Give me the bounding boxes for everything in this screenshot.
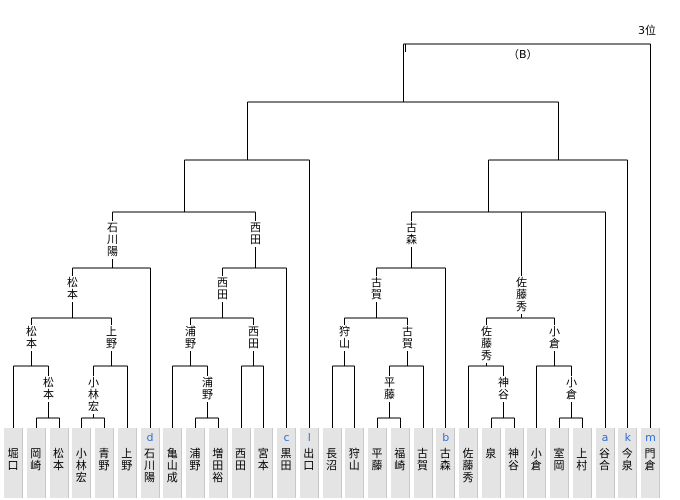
player-entry: 出口	[299, 428, 319, 498]
player-entry: 古賀	[413, 428, 433, 498]
player-entry: 西田	[231, 428, 251, 498]
match-winner-label: 小倉	[564, 376, 579, 402]
player-name: 佐藤秀	[462, 447, 474, 484]
player-name: 堀口	[7, 447, 19, 472]
player-entry: 岡崎	[26, 428, 46, 498]
seed-label: a	[601, 431, 609, 444]
player-entry: 谷合	[595, 428, 615, 498]
player-name: 小林宏	[75, 447, 87, 484]
player-name: 長沼	[326, 447, 337, 472]
player-entry: 石川陽	[140, 428, 160, 498]
match-winner-label: 小倉	[547, 325, 562, 351]
player-entry: 平藤	[368, 428, 387, 498]
player-entry: 狩山	[345, 428, 365, 498]
player-entry: 長沼	[322, 428, 342, 498]
player-name: 福崎	[394, 447, 406, 472]
player-entry: 泉	[481, 428, 501, 498]
match-winner-label: 小林宏	[86, 376, 101, 414]
match-winner-label: 古賀	[400, 325, 415, 351]
player-name: 平藤	[371, 447, 383, 472]
player-entry: 小林宏	[72, 428, 92, 498]
player-name: 岡崎	[30, 447, 42, 472]
player-name: 今泉	[621, 447, 633, 472]
player-name: 増田裕	[212, 447, 224, 484]
match-winner-label: 浦野	[200, 376, 215, 402]
player-name: 神谷	[508, 447, 519, 472]
player-name: 亀山成	[166, 447, 178, 484]
match-winner-label: 西田	[215, 276, 230, 302]
player-name: 西田	[235, 447, 246, 472]
seed-label: c	[283, 431, 290, 444]
player-name: 出口	[303, 447, 315, 472]
match-winner-label: 石川陽	[105, 221, 120, 259]
seed-label: k	[624, 431, 631, 444]
match-winner-label: 神谷	[496, 376, 511, 402]
player-name: 上野	[121, 447, 133, 472]
player-entry: 古森	[436, 428, 456, 498]
match-winner-label: 古賀	[369, 276, 384, 302]
place-label: 3位	[638, 24, 656, 37]
seed-label: l	[307, 431, 311, 444]
match-winner-label: 佐藤秀	[479, 325, 494, 363]
match-winner-label: 西田	[246, 325, 261, 351]
player-name: 石川陽	[144, 447, 155, 484]
player-name: 古森	[439, 447, 451, 472]
match-winner-label: 浦野	[183, 325, 198, 351]
player-name: 宮本	[257, 447, 269, 472]
player-entry: 佐藤秀	[459, 428, 478, 498]
player-entry: 堀口	[4, 428, 23, 498]
match-winner-label: 佐藤秀	[514, 276, 529, 314]
player-name: 門倉	[644, 447, 656, 472]
player-name: 室岡	[553, 447, 565, 472]
player-entry: 青野	[95, 428, 114, 498]
player-entry: 浦野	[186, 428, 205, 498]
player-entry: 神谷	[504, 428, 524, 498]
match-winner-label: 松本	[41, 376, 56, 402]
match-winner-label: 松本	[65, 276, 80, 302]
player-entry: 増田裕	[208, 428, 228, 498]
player-name: 青野	[98, 447, 110, 472]
player-entry: 上野	[117, 428, 137, 498]
section-label: （B）	[508, 48, 538, 61]
player-name: 黒田	[280, 447, 292, 472]
match-winner-label: 平藤	[382, 376, 397, 402]
player-name: 泉	[485, 447, 497, 460]
match-winner-label: 松本	[24, 325, 39, 351]
player-entry: 宮本	[254, 428, 274, 498]
player-name: 浦野	[189, 447, 201, 472]
player-entry: 松本	[49, 428, 69, 498]
player-entry: 亀山成	[163, 428, 183, 498]
seed-label: m	[645, 431, 656, 444]
player-entry: 小倉	[527, 428, 547, 498]
player-name: 谷合	[599, 447, 610, 472]
player-entry: 上村	[572, 428, 592, 498]
match-winner-label: 狩山	[337, 325, 352, 351]
player-entry: 黒田	[277, 428, 296, 498]
seed-label: b	[442, 431, 450, 444]
player-name: 小倉	[530, 447, 542, 472]
player-entry: 福崎	[390, 428, 410, 498]
match-winner-label: 古森	[404, 221, 419, 247]
player-entry: 今泉	[618, 428, 638, 498]
player-name: 松本	[53, 447, 64, 472]
player-entry: 室岡	[550, 428, 569, 498]
player-name: 狩山	[348, 447, 360, 472]
player-name: 古賀	[417, 447, 428, 472]
seed-label: d	[146, 431, 154, 444]
player-entry: 門倉	[641, 428, 660, 498]
player-name: 上村	[576, 447, 588, 472]
match-winner-label: 上野	[104, 325, 119, 351]
match-winner-label: 西田	[248, 221, 263, 247]
